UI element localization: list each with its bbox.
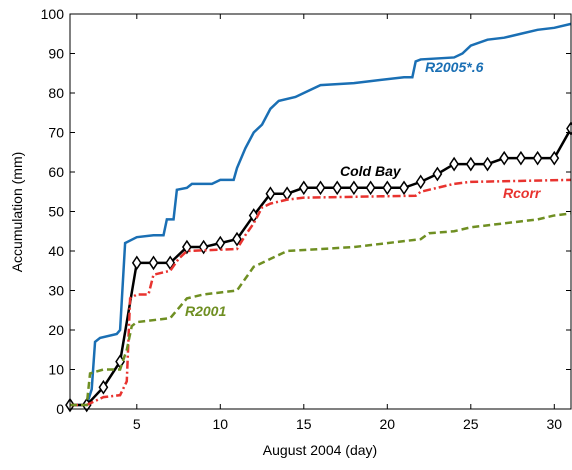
y-tick-label: 60	[48, 164, 64, 180]
data-point	[432, 166, 443, 182]
series-label: Cold Bay	[340, 163, 402, 179]
data-point	[399, 180, 409, 196]
series-line	[70, 212, 572, 407]
x-tick-label: 10	[213, 416, 229, 432]
data-point	[332, 180, 343, 196]
data-point	[265, 186, 276, 202]
data-point	[382, 180, 393, 196]
data-point	[532, 150, 543, 166]
data-point	[315, 180, 326, 196]
y-tick-label: 50	[48, 204, 64, 220]
series-line	[70, 178, 572, 407]
x-tick-label: 15	[296, 416, 312, 432]
series-label: R2001	[185, 303, 226, 319]
y-tick-label: 0	[56, 401, 64, 417]
data-point	[465, 156, 476, 172]
data-point	[549, 150, 560, 166]
y-tick-label: 20	[48, 322, 64, 338]
data-point	[131, 255, 142, 271]
plot-frame	[69, 13, 572, 410]
x-tick-label: 25	[463, 416, 479, 432]
data-point	[282, 186, 293, 202]
series-line	[70, 127, 572, 407]
x-tick-label: 5	[133, 416, 141, 432]
y-tick-label: 30	[48, 283, 64, 299]
y-tick-label: 10	[48, 362, 64, 378]
x-axis-label: August 2004 (day)	[263, 442, 377, 458]
series-label: Rcorr	[503, 185, 542, 201]
y-tick-label: 100	[41, 6, 65, 22]
data-point	[482, 156, 493, 172]
data-point	[515, 150, 526, 166]
x-tick-label: 20	[380, 416, 396, 432]
y-tick-label: 90	[48, 46, 64, 62]
series-line	[70, 22, 572, 407]
data-point	[298, 180, 309, 196]
data-point	[148, 255, 159, 271]
data-point	[98, 379, 109, 395]
x-tick-label: 30	[547, 416, 563, 432]
data-point	[232, 231, 242, 247]
y-tick-label: 80	[48, 85, 64, 101]
series-label: R2005*.6	[425, 59, 484, 75]
data-point	[215, 235, 226, 251]
data-point	[348, 180, 359, 196]
data-point	[415, 174, 426, 190]
y-axis-label: Accumulation (mm)	[9, 152, 25, 273]
data-point	[365, 180, 376, 196]
y-tick-label: 70	[48, 125, 64, 141]
y-tick-label: 40	[48, 243, 64, 259]
data-point	[499, 150, 510, 166]
data-point	[449, 156, 460, 172]
